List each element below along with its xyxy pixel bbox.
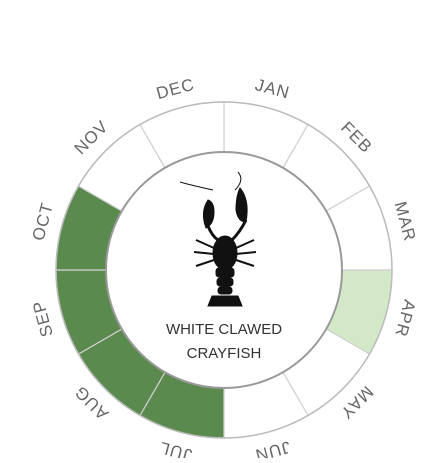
month-label: JAN bbox=[253, 75, 292, 102]
month-ring bbox=[55, 101, 393, 439]
month-label: MAR bbox=[391, 199, 420, 243]
month-label: APR bbox=[391, 298, 419, 340]
species-name: CRAYFISH bbox=[187, 345, 262, 362]
month-label: SEP bbox=[29, 298, 57, 339]
month-label: OCT bbox=[29, 200, 57, 242]
month-label: JUL bbox=[157, 438, 194, 458]
species-name: WHITE CLAWED bbox=[166, 321, 282, 338]
outer-circle bbox=[55, 101, 393, 439]
month-label: DEC bbox=[154, 75, 196, 103]
crayfish-icon bbox=[179, 171, 257, 307]
month-label: JUN bbox=[253, 437, 293, 458]
